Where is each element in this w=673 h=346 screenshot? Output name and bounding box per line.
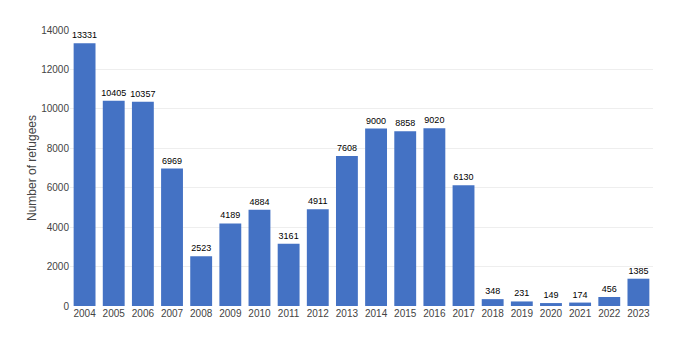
svg-text:6130: 6130 — [454, 172, 474, 182]
svg-text:2014: 2014 — [365, 308, 388, 319]
svg-text:10000: 10000 — [41, 103, 69, 114]
svg-text:2011: 2011 — [278, 308, 300, 319]
svg-text:2017: 2017 — [452, 308, 475, 319]
svg-text:2021: 2021 — [569, 308, 592, 319]
svg-text:9000: 9000 — [366, 116, 386, 126]
svg-text:149: 149 — [543, 290, 558, 300]
svg-text:2019: 2019 — [511, 308, 534, 319]
svg-text:1385: 1385 — [628, 266, 648, 276]
svg-text:2012: 2012 — [307, 308, 330, 319]
svg-text:2018: 2018 — [482, 308, 505, 319]
svg-text:6000: 6000 — [47, 182, 70, 193]
svg-text:2523: 2523 — [191, 243, 211, 253]
svg-text:2023: 2023 — [627, 308, 650, 319]
svg-text:10405: 10405 — [101, 88, 126, 98]
svg-text:2010: 2010 — [248, 308, 271, 319]
svg-text:2006: 2006 — [132, 308, 155, 319]
svg-text:13331: 13331 — [72, 30, 97, 40]
svg-text:4911: 4911 — [308, 196, 327, 206]
svg-text:3161: 3161 — [279, 231, 299, 241]
svg-text:8000: 8000 — [47, 143, 70, 154]
svg-text:7608: 7608 — [337, 143, 357, 153]
svg-text:4189: 4189 — [220, 210, 240, 220]
svg-text:2020: 2020 — [540, 308, 563, 319]
svg-text:2022: 2022 — [598, 308, 621, 319]
svg-text:6969: 6969 — [162, 156, 182, 166]
svg-text:9020: 9020 — [424, 115, 444, 125]
svg-text:2007: 2007 — [161, 308, 184, 319]
svg-text:2009: 2009 — [219, 308, 242, 319]
svg-text:456: 456 — [602, 284, 617, 294]
svg-text:2013: 2013 — [336, 308, 359, 319]
svg-text:174: 174 — [573, 290, 588, 300]
svg-text:14000: 14000 — [41, 25, 69, 36]
svg-text:231: 231 — [514, 288, 529, 298]
svg-text:348: 348 — [485, 286, 500, 296]
svg-text:2004: 2004 — [73, 308, 96, 319]
svg-text:4000: 4000 — [47, 222, 70, 233]
svg-text:2015: 2015 — [394, 308, 417, 319]
svg-text:2000: 2000 — [47, 261, 70, 272]
svg-text:0: 0 — [63, 301, 69, 312]
svg-text:12000: 12000 — [41, 64, 69, 75]
svg-text:2008: 2008 — [190, 308, 213, 319]
svg-text:2005: 2005 — [103, 308, 126, 319]
svg-text:Number of refugees: Number of refugees — [25, 115, 39, 221]
svg-text:10357: 10357 — [130, 89, 155, 99]
svg-text:4884: 4884 — [249, 197, 269, 207]
svg-text:2016: 2016 — [423, 308, 446, 319]
svg-text:8858: 8858 — [395, 118, 415, 128]
